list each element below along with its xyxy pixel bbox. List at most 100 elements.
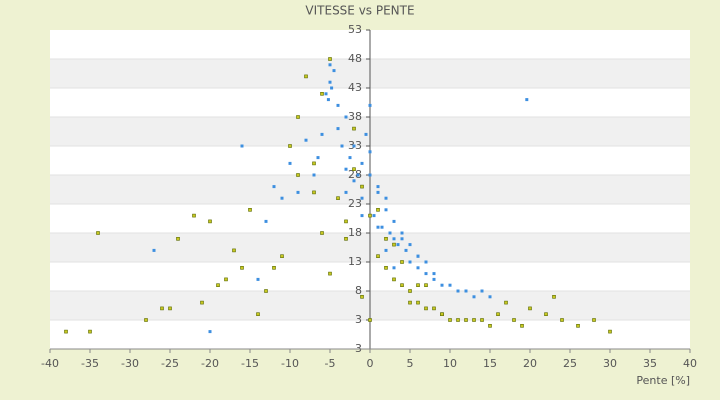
scatter-point bbox=[96, 231, 100, 235]
scatter-point bbox=[416, 254, 420, 258]
scatter-point bbox=[392, 277, 396, 282]
scatter-point bbox=[408, 260, 412, 264]
scatter-point bbox=[480, 289, 484, 293]
x-tick-label: 5 bbox=[407, 357, 414, 370]
x-tick-label: 20 bbox=[523, 357, 537, 370]
scatter-point bbox=[216, 283, 220, 288]
scatter-point bbox=[344, 219, 348, 224]
scatter-point bbox=[488, 295, 492, 299]
scatter-point bbox=[392, 266, 396, 270]
scatter-point bbox=[356, 173, 360, 177]
scatter-point bbox=[304, 74, 308, 79]
scatter-point bbox=[344, 190, 348, 194]
scatter-point bbox=[348, 156, 352, 160]
scatter-point bbox=[364, 132, 368, 136]
y-tick-label: 38 bbox=[348, 110, 362, 123]
scatter-point bbox=[440, 283, 444, 287]
x-tick-label: 40 bbox=[683, 357, 697, 370]
scatter-point bbox=[336, 196, 340, 200]
scatter-point bbox=[360, 184, 364, 189]
scatter-point bbox=[464, 318, 468, 322]
scatter-point bbox=[440, 312, 444, 317]
x-tick-label: 10 bbox=[443, 357, 457, 370]
scatter-point bbox=[320, 132, 324, 136]
scatter-point bbox=[330, 86, 334, 90]
scatter-point bbox=[288, 161, 292, 165]
scatter-point bbox=[408, 300, 412, 305]
scatter-point bbox=[520, 323, 524, 328]
scatter-point bbox=[312, 173, 316, 177]
scatter-point bbox=[168, 306, 172, 311]
scatter-point bbox=[408, 243, 412, 247]
scatter-point bbox=[326, 98, 330, 102]
x-tick-label: 30 bbox=[603, 357, 617, 370]
scatter-point bbox=[340, 144, 344, 148]
x-tick-label: -10 bbox=[281, 357, 299, 370]
scatter-point bbox=[472, 295, 476, 299]
scatter-point bbox=[344, 167, 348, 171]
scatter-point bbox=[368, 318, 372, 322]
y-tick-label: 13 bbox=[348, 255, 362, 268]
scatter-point bbox=[392, 219, 396, 223]
scatter-point bbox=[256, 312, 260, 317]
scatter-point bbox=[592, 318, 596, 322]
x-tick-label: -15 bbox=[241, 357, 259, 370]
scatter-point bbox=[336, 127, 340, 131]
scatter-point bbox=[296, 173, 300, 177]
scatter-point bbox=[504, 300, 508, 305]
scatter-point bbox=[376, 208, 380, 212]
scatter-point bbox=[376, 185, 380, 189]
scatter-point bbox=[144, 318, 148, 322]
scatter-point bbox=[352, 167, 356, 171]
scatter-point bbox=[404, 248, 408, 252]
scatter-point bbox=[352, 179, 356, 183]
x-tick-label: -30 bbox=[121, 357, 139, 370]
y-tick-label: 23 bbox=[348, 197, 362, 210]
y-tick-label: 8 bbox=[355, 284, 362, 297]
scatter-point bbox=[360, 214, 364, 218]
scatter-point bbox=[160, 306, 164, 311]
scatter-point bbox=[416, 266, 420, 270]
scatter-point bbox=[320, 231, 324, 235]
scatter-point bbox=[488, 323, 492, 328]
scatter-point bbox=[296, 115, 300, 119]
scatter-point bbox=[408, 289, 412, 293]
scatter-point bbox=[384, 265, 388, 270]
scatter-point bbox=[328, 63, 332, 67]
scatter-point bbox=[448, 283, 452, 287]
y-tick-label: 18 bbox=[348, 226, 362, 239]
scatter-point bbox=[316, 156, 320, 160]
scatter-point bbox=[272, 185, 276, 189]
scatter-point bbox=[288, 144, 292, 148]
scatter-point bbox=[64, 329, 68, 334]
scatter-point bbox=[472, 318, 476, 322]
scatter-point bbox=[456, 289, 460, 293]
x-tick-label: 15 bbox=[483, 357, 497, 370]
scatter-point bbox=[384, 196, 388, 200]
scatter-point bbox=[208, 219, 212, 224]
scatter-point bbox=[388, 231, 392, 235]
scatter-point bbox=[360, 294, 364, 299]
scatter-point bbox=[88, 329, 92, 334]
y-tick-label: 3 bbox=[355, 313, 362, 326]
scatter-point bbox=[544, 312, 548, 317]
scatter-point bbox=[344, 237, 348, 241]
scatter-point bbox=[376, 190, 380, 194]
scatter-point bbox=[240, 144, 244, 148]
y-tick-label: 53 bbox=[348, 23, 362, 36]
scatter-point bbox=[232, 248, 236, 253]
x-tick-label: 25 bbox=[563, 357, 577, 370]
scatter-point bbox=[376, 254, 380, 258]
scatter-point bbox=[368, 173, 372, 177]
scatter-point bbox=[280, 254, 284, 258]
scatter-point bbox=[200, 300, 204, 305]
scatter-point bbox=[400, 237, 404, 241]
scatter-point bbox=[368, 103, 372, 107]
scatter-point bbox=[312, 190, 316, 195]
scatter-point bbox=[304, 138, 308, 142]
scatter-point bbox=[248, 208, 252, 212]
scatter-point bbox=[328, 57, 332, 61]
x-tick-label: 35 bbox=[643, 357, 657, 370]
